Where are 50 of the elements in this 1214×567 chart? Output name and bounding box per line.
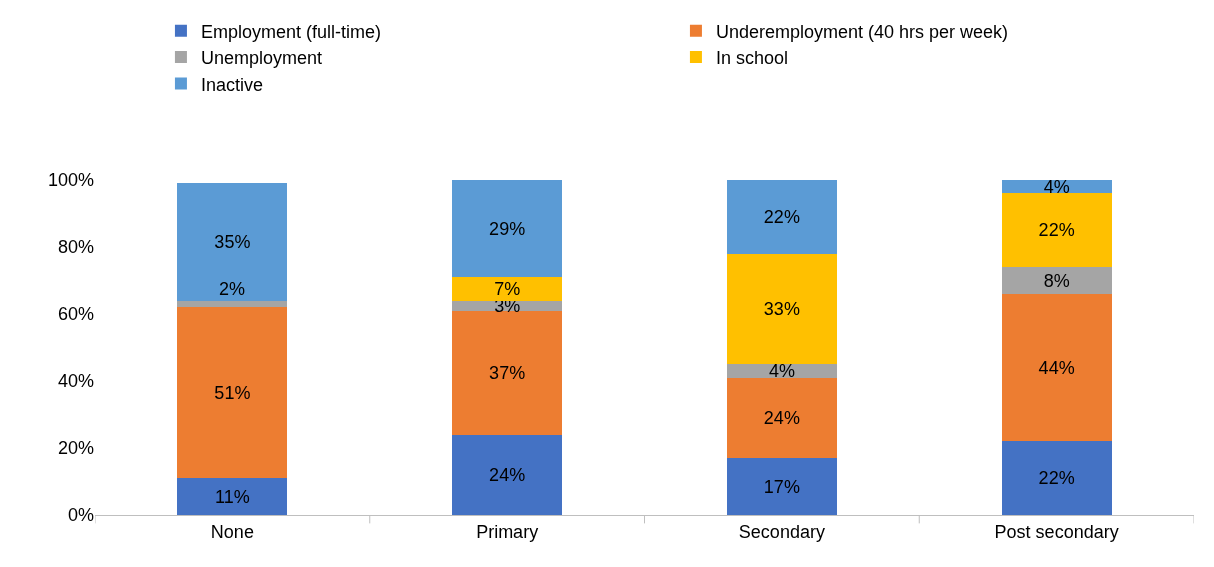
- bar: [177, 300, 288, 308]
- bar: [452, 310, 563, 435]
- data-label: 24%: [763, 407, 800, 428]
- bar: [1001, 193, 1112, 268]
- bar: [1001, 441, 1112, 515]
- y-tick-label: 60%: [57, 304, 94, 325]
- bar: [1001, 293, 1112, 442]
- bar: [452, 180, 563, 278]
- bar: [177, 478, 288, 515]
- data-label: 8%: [1043, 270, 1070, 291]
- y-tick-label: 100%: [47, 170, 94, 191]
- y-tick-label: 0%: [67, 505, 94, 526]
- data-label: 35%: [214, 231, 251, 252]
- x-tick-label: None: [210, 521, 254, 542]
- y-tick-label: 20%: [57, 438, 94, 459]
- data-label: 22%: [763, 206, 800, 227]
- y-tick-label: 40%: [57, 371, 94, 392]
- data-label: 11%: [215, 486, 250, 507]
- x-tick-label: Secondary: [738, 521, 825, 542]
- bar: [726, 364, 837, 378]
- legend-label: Employment (full-time): [200, 21, 381, 42]
- bar: [726, 253, 837, 365]
- data-label: 44%: [1038, 357, 1075, 378]
- legend-label: Unemployment: [200, 48, 322, 69]
- data-label: 33%: [763, 298, 800, 319]
- bar: [726, 377, 837, 459]
- legend-label: In school: [715, 48, 788, 69]
- data-label: 22%: [1038, 468, 1075, 489]
- y-tick-label: 80%: [57, 237, 94, 258]
- data-label: 4%: [768, 360, 795, 381]
- bar: [1001, 267, 1112, 294]
- data-label: 7%: [494, 278, 521, 299]
- legend-label: Inactive: [200, 74, 263, 95]
- x-tick-label: Post secondary: [994, 521, 1119, 542]
- x-tick-label: Primary: [476, 521, 539, 542]
- data-label: 24%: [489, 464, 526, 485]
- data-label: 22%: [1038, 220, 1075, 241]
- bar: [452, 434, 563, 515]
- bar: [452, 277, 563, 301]
- data-label: 2%: [219, 279, 246, 299]
- bar: [177, 307, 288, 479]
- data-label: 4%: [1043, 176, 1070, 197]
- bar: [726, 458, 837, 515]
- legend-label: Underemployment (40 hrs per week): [715, 21, 1009, 42]
- bar: [726, 180, 837, 254]
- data-label: 37%: [489, 362, 526, 383]
- bar: [177, 183, 288, 301]
- data-label: 29%: [489, 218, 526, 239]
- data-label: 17%: [763, 476, 800, 497]
- data-label: 51%: [214, 382, 251, 403]
